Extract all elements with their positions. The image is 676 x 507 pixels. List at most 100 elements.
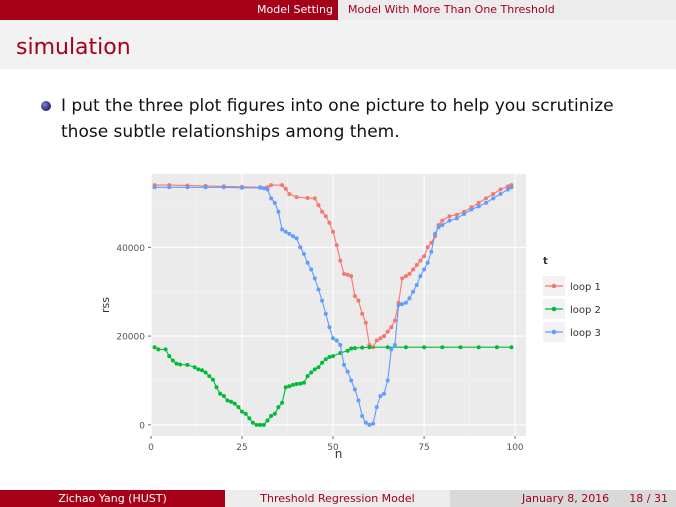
data-point <box>484 196 488 201</box>
slide-title: simulation <box>16 35 131 60</box>
data-point <box>309 370 314 375</box>
data-point <box>240 409 244 414</box>
nav-section-model-setting[interactable]: Model Setting <box>257 3 333 16</box>
data-point <box>207 374 212 379</box>
data-point <box>378 394 383 398</box>
data-point <box>342 271 346 276</box>
data-point <box>392 318 397 323</box>
data-point <box>491 192 496 196</box>
data-point <box>363 420 368 425</box>
data-point <box>291 382 295 387</box>
data-point <box>316 287 321 292</box>
data-point <box>305 196 310 200</box>
legend-key-point <box>551 329 557 335</box>
title-bar <box>0 20 676 69</box>
legend-label: loop 3 <box>570 328 601 339</box>
data-point <box>218 391 223 396</box>
data-point <box>414 263 419 267</box>
data-point <box>323 357 328 362</box>
data-point <box>505 184 510 189</box>
data-point <box>280 400 285 405</box>
data-point <box>509 185 514 190</box>
x-tick-label: 50 <box>327 443 339 453</box>
data-point <box>320 298 325 303</box>
data-point <box>447 214 452 219</box>
bullet-text: I put the three plot figures into one pi… <box>61 96 614 142</box>
data-point <box>283 186 288 191</box>
data-point <box>214 385 219 390</box>
data-point <box>345 272 350 277</box>
data-point <box>392 343 397 347</box>
footer-author: Zichao Yang (HUST) <box>0 490 225 507</box>
data-point <box>484 200 488 205</box>
series-loop-3 <box>152 185 514 427</box>
data-point <box>174 361 179 366</box>
data-point <box>374 338 379 343</box>
data-point <box>156 347 161 352</box>
data-point <box>305 374 310 379</box>
data-point <box>433 231 437 236</box>
x-tick-label: 75 <box>418 443 429 453</box>
data-point <box>167 354 172 359</box>
data-point <box>407 271 412 276</box>
data-point <box>476 345 481 350</box>
data-point <box>331 336 335 341</box>
data-point <box>305 260 310 265</box>
data-point <box>269 414 274 418</box>
data-point <box>360 311 365 316</box>
data-point <box>418 258 423 263</box>
nav-subsection-current[interactable]: Model With More Than One Threshold <box>338 0 676 20</box>
data-point <box>382 334 386 339</box>
data-point <box>203 185 208 190</box>
y-tick-label: 0 <box>139 421 145 431</box>
data-point <box>352 387 357 392</box>
data-point <box>254 422 259 427</box>
data-point <box>312 367 317 372</box>
data-point <box>414 283 419 287</box>
data-point <box>301 380 306 385</box>
data-point <box>385 329 390 334</box>
data-point <box>345 369 350 374</box>
data-point <box>363 320 368 325</box>
data-point <box>323 214 328 219</box>
data-point <box>247 416 252 421</box>
data-point <box>316 365 321 370</box>
data-point <box>261 422 266 427</box>
data-point <box>498 192 503 196</box>
data-point <box>269 196 274 201</box>
data-point <box>458 345 463 350</box>
data-point <box>498 187 503 192</box>
data-point <box>334 338 339 343</box>
data-point <box>261 186 266 191</box>
data-point <box>360 414 365 418</box>
data-point <box>276 405 281 410</box>
data-point <box>338 343 343 347</box>
data-point <box>280 183 285 188</box>
data-point <box>185 185 190 190</box>
data-point <box>312 196 317 201</box>
top-navigation-bar: Model Setting Model With More Than One T… <box>0 0 676 20</box>
data-point <box>352 346 357 351</box>
data-point <box>312 276 317 281</box>
data-point <box>491 196 496 201</box>
data-point <box>385 378 390 383</box>
data-point <box>476 204 481 209</box>
data-point <box>422 345 427 350</box>
data-point <box>396 303 401 307</box>
data-point <box>440 345 445 350</box>
data-point <box>360 345 365 350</box>
data-point <box>385 345 390 350</box>
rss-chart: 0 20000 40000 0 25 50 75 100 n rss t loop 1 loo… <box>99 174 601 461</box>
data-point <box>429 240 434 245</box>
data-point <box>152 345 157 350</box>
data-point <box>389 325 394 330</box>
chart-legend: t loop 1 loop 2 loop 3 <box>543 256 601 342</box>
data-point <box>349 378 354 383</box>
data-point <box>258 185 263 190</box>
legend-key-point <box>551 283 557 289</box>
data-point <box>167 185 172 190</box>
footer-bar: Zichao Yang (HUST) Threshold Regression … <box>0 490 676 507</box>
data-point <box>331 229 335 234</box>
data-point <box>250 420 255 425</box>
x-tick-label: 25 <box>236 443 247 453</box>
